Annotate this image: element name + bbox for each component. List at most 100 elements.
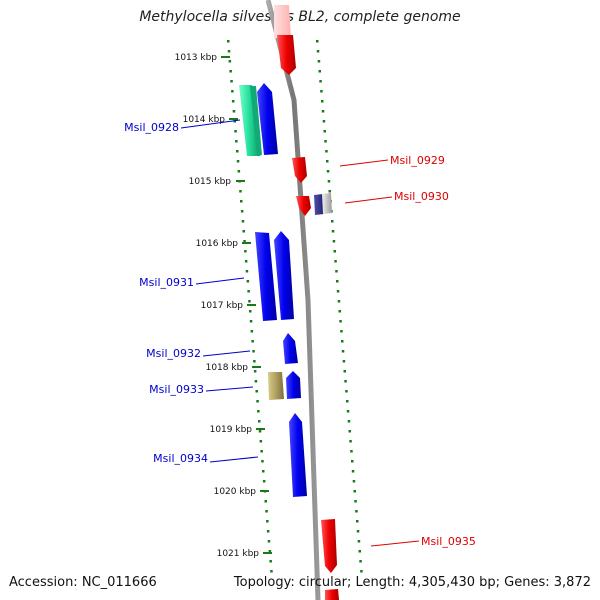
track-dot: [227, 50, 231, 53]
gene-label-msil-0935[interactable]: Msil_0935: [421, 535, 476, 548]
track-dot: [243, 240, 246, 243]
track-dot: [265, 510, 268, 513]
gene-arrow-msil-0935[interactable]: [321, 519, 337, 573]
right-dotted-track: [316, 40, 363, 573]
track-dot: [259, 440, 263, 443]
track-dot: [318, 70, 321, 73]
track-dot: [237, 170, 241, 173]
track-dot: [235, 140, 238, 143]
track-dot: [317, 60, 321, 63]
track-dot: [342, 360, 346, 363]
gene-arrow-msil-0934[interactable]: [289, 413, 307, 497]
leader-line: [195, 277, 245, 285]
track-dot: [232, 110, 236, 113]
track-dot: [240, 200, 243, 203]
track-dot: [258, 420, 261, 423]
track-dot: [316, 40, 319, 43]
feature-msil-0930-gray[interactable]: [322, 193, 332, 214]
track-dot: [351, 460, 354, 463]
gene-arrow-bottom-partial[interactable]: [325, 589, 339, 600]
track-dot: [255, 390, 258, 393]
track-dot: [359, 560, 362, 563]
leader-line: [344, 196, 393, 204]
track-dot: [262, 480, 266, 483]
track-dot: [358, 550, 361, 553]
left-dotted-track: [227, 40, 273, 573]
feature-msil-0928-green[interactable]: [239, 85, 260, 156]
track-dot: [253, 370, 257, 373]
track-dot: [248, 300, 251, 303]
scale-tick-label: 1019 kbp: [210, 425, 253, 435]
track-dot: [337, 300, 341, 303]
track-dot: [257, 410, 260, 413]
scale-tick-label: 1018 kbp: [206, 363, 249, 373]
track-dot: [352, 480, 356, 483]
minus-strand-features: [239, 83, 307, 497]
track-dot: [251, 340, 254, 343]
leader-line: [202, 350, 251, 357]
leader-line: [339, 159, 389, 167]
gene-label-msil-0932[interactable]: Msil_0932: [146, 347, 201, 360]
track-dot: [249, 310, 252, 313]
track-dot: [264, 500, 267, 503]
track-dot: [270, 570, 273, 573]
gene-arrow-msil-0930[interactable]: [296, 196, 311, 216]
scale-tick-label: 1014 kbp: [183, 115, 226, 125]
track-dot: [253, 360, 256, 363]
track-dot: [231, 90, 234, 93]
scale-tick-label: 1020 kbp: [214, 487, 257, 497]
map-title: Methylocella silvestris BL2, complete ge…: [139, 9, 461, 25]
track-dot: [354, 500, 357, 503]
track-dot: [267, 540, 271, 543]
track-dot: [268, 550, 272, 553]
gene-arrow-top-partial[interactable]: [274, 5, 291, 38]
track-dot: [323, 130, 326, 133]
gene-arrow-msil-0931b[interactable]: [274, 231, 294, 320]
track-dot: [228, 60, 232, 63]
track-dot: [322, 120, 326, 123]
track-dot: [335, 270, 338, 273]
scale-tick-label: 1021 kbp: [217, 549, 260, 559]
gene-arrow-msil-0931a[interactable]: [255, 232, 277, 321]
track-dot: [249, 320, 253, 323]
scale-tick-label: 1013 kbp: [175, 53, 218, 63]
track-dot: [252, 350, 255, 353]
gene-arrow-msil-0932[interactable]: [283, 333, 298, 364]
gene-label-msil-0929[interactable]: Msil_0929: [390, 154, 445, 167]
gene-label-msil-0934[interactable]: Msil_0934: [153, 452, 208, 465]
track-dot: [339, 320, 342, 323]
track-dot: [229, 70, 232, 73]
gene-arrow-top[interactable]: [277, 35, 296, 75]
track-dot: [324, 140, 327, 143]
track-dot: [325, 150, 328, 153]
track-dot: [356, 520, 359, 523]
track-dot: [353, 490, 356, 493]
track-dot: [319, 80, 322, 83]
track-dot: [332, 240, 336, 243]
gene-labels: Msil_0928 Msil_0929 Msil_0930 Msil_0931 …: [124, 119, 476, 548]
track-dot: [236, 160, 240, 163]
track-dot: [262, 470, 265, 473]
track-dot: [269, 560, 272, 563]
track-dot: [343, 370, 346, 373]
gene-arrow-msil-0929[interactable]: [292, 157, 307, 183]
gene-arrow-msil-0933[interactable]: [286, 371, 301, 399]
track-dot: [258, 430, 262, 433]
track-dot: [241, 220, 245, 223]
feature-msil-0930-navy[interactable]: [314, 194, 324, 215]
track-dot: [334, 260, 337, 263]
track-dot: [351, 470, 355, 473]
track-dot: [320, 90, 323, 93]
gene-label-msil-0930[interactable]: Msil_0930: [394, 190, 449, 203]
track-dot: [346, 410, 350, 413]
track-dot: [246, 280, 250, 283]
track-dot: [230, 80, 233, 83]
gene-arrow-msil-0928[interactable]: [257, 83, 278, 155]
gene-label-msil-0928[interactable]: Msil_0928: [124, 121, 179, 134]
feature-msil-0933-khaki[interactable]: [268, 372, 284, 400]
leader-line: [370, 540, 420, 547]
track-dot: [355, 510, 358, 513]
feature-msil-0928-shade[interactable]: [250, 86, 262, 156]
gene-label-msil-0931[interactable]: Msil_0931: [139, 276, 194, 289]
gene-label-msil-0933[interactable]: Msil_0933: [149, 383, 204, 396]
